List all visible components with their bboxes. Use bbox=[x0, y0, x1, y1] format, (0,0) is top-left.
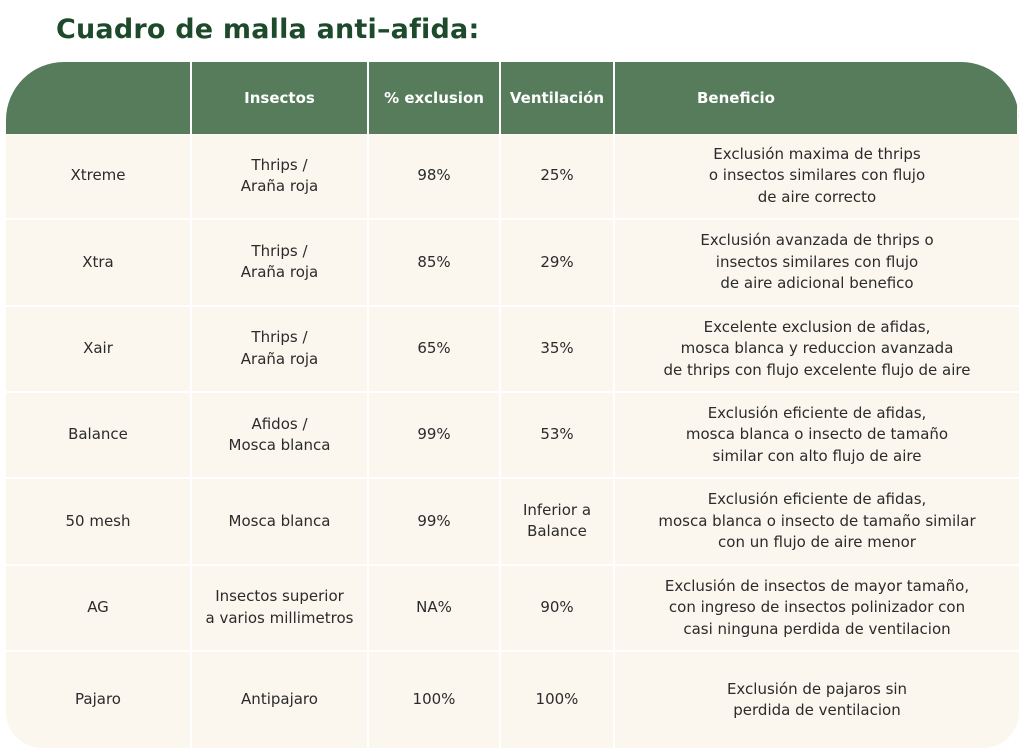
exclusion-cell: 100% bbox=[369, 652, 501, 748]
insects-cell: Thrips / Araña roja bbox=[192, 220, 369, 307]
insects-cell: Thrips / Araña roja bbox=[192, 134, 369, 221]
table-grid: Insectos % exclusion Ventilación Benefic… bbox=[6, 62, 1019, 748]
ventilation-cell: 100% bbox=[501, 652, 615, 748]
ventilation-cell: 35% bbox=[501, 306, 615, 393]
header-ventilation: Ventilación bbox=[501, 62, 615, 134]
ventilation-cell: 29% bbox=[501, 220, 615, 307]
exclusion-cell: 85% bbox=[369, 220, 501, 307]
row-name-cell: Xtreme bbox=[6, 134, 192, 221]
row-name-cell: 50 mesh bbox=[6, 479, 192, 566]
insects-cell: Afidos / Mosca blanca bbox=[192, 393, 369, 480]
header-blank bbox=[6, 62, 192, 134]
insects-cell: Mosca blanca bbox=[192, 479, 369, 566]
row-name-cell: Balance bbox=[6, 393, 192, 480]
ventilation-cell: Inferior a Balance bbox=[501, 479, 615, 566]
benefit-cell: Excelente exclusion de afidas, mosca bla… bbox=[615, 307, 1019, 393]
header-insects: Insectos bbox=[192, 62, 369, 134]
ventilation-cell: 53% bbox=[501, 393, 615, 480]
exclusion-cell: 98% bbox=[369, 134, 501, 221]
header-exclusion: % exclusion bbox=[369, 62, 501, 134]
ventilation-cell: 90% bbox=[501, 565, 615, 652]
benefit-cell: Exclusión avanzada de thrips o insectos … bbox=[615, 220, 1019, 307]
row-name-cell: AG bbox=[6, 565, 192, 652]
ventilation-cell: 25% bbox=[501, 134, 615, 221]
exclusion-cell: NA% bbox=[369, 565, 501, 652]
benefit-cell: Exclusión maxima de thrips o insectos si… bbox=[615, 134, 1019, 221]
row-name-cell: Xair bbox=[6, 306, 192, 393]
insects-cell: Thrips / Araña roja bbox=[192, 306, 369, 393]
header-benefit: Beneficio bbox=[615, 62, 1019, 134]
benefit-cell: Exclusión de pajaros sin perdida de vent… bbox=[726, 679, 908, 720]
benefit-cell: Exclusión eficiente de afidas, mosca bla… bbox=[615, 393, 1019, 480]
benefit-cell: Exclusión de insectos de mayor tamaño, c… bbox=[615, 566, 1019, 652]
page-title: Cuadro de malla anti–afida: bbox=[56, 14, 480, 45]
row-name-cell: Pajaro bbox=[6, 652, 192, 748]
benefit-cell: Exclusión eficiente de afidas, mosca bla… bbox=[615, 479, 1019, 566]
row-name-cell: Xtra bbox=[6, 220, 192, 307]
mesh-comparison-table: Insectos % exclusion Ventilación Benefic… bbox=[6, 62, 1019, 748]
exclusion-cell: 99% bbox=[369, 393, 501, 480]
exclusion-cell: 99% bbox=[369, 479, 501, 566]
insects-cell: Insectos superior a varios millimetros bbox=[192, 565, 369, 652]
exclusion-cell: 65% bbox=[369, 306, 501, 393]
insects-cell: Antipajaro bbox=[192, 652, 369, 748]
